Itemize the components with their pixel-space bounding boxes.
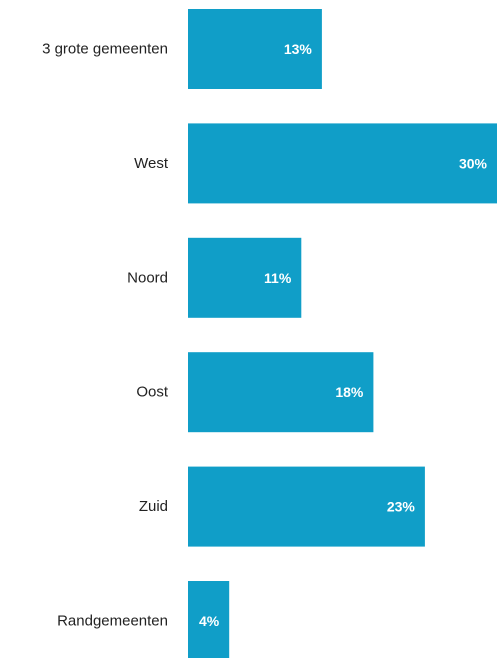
- category-label: 3 grote gemeenten: [42, 41, 168, 58]
- category-label: Oost: [136, 384, 169, 401]
- category-label: Randgemeenten: [57, 613, 168, 630]
- bar-1: [188, 123, 497, 204]
- bar-2: [188, 237, 302, 318]
- bar-3: [188, 352, 374, 433]
- bar-5: [188, 581, 230, 658]
- category-label: Noord: [127, 269, 168, 286]
- value-label: 30%: [459, 155, 488, 171]
- value-label: 13%: [284, 41, 313, 57]
- value-label: 11%: [264, 270, 292, 286]
- bar-0: [188, 9, 322, 89]
- category-labels-group: 3 grote gemeenten West Noord Oost Zuid Randge…: [42, 41, 169, 630]
- bar-4: [188, 466, 425, 547]
- value-labels-group: 13% 30% 11% 18% 23% 4%: [199, 41, 488, 629]
- category-label: West: [134, 155, 169, 172]
- bars-group: [188, 9, 497, 658]
- value-label: 23%: [387, 499, 416, 515]
- category-label: Zuid: [139, 498, 168, 515]
- value-label: 4%: [199, 613, 220, 629]
- value-label: 18%: [335, 384, 364, 400]
